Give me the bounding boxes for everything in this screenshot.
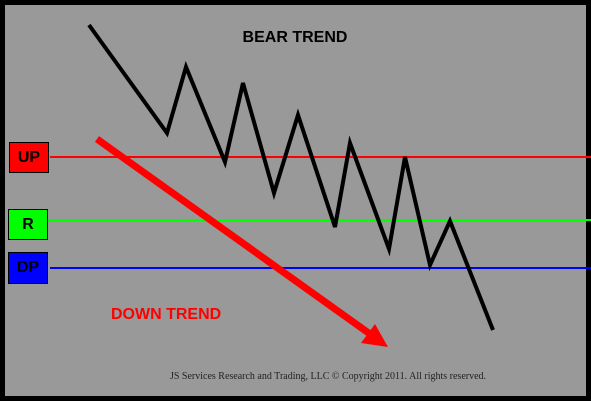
chart-title: BEAR TREND <box>242 29 348 46</box>
r-level-label: R <box>8 209 48 240</box>
gray-panel <box>5 5 586 396</box>
down-trend-arrow-shaft <box>94 136 373 337</box>
up-level-label: UP <box>9 142 49 173</box>
down-trend-label: DOWN TREND <box>111 306 222 323</box>
copyright-notice: JS Services Research and Trading, LLC © … <box>169 371 487 382</box>
dp-level-label: DP <box>8 252 48 284</box>
down-trend-arrow-head <box>361 324 388 347</box>
price-zigzag-line <box>87 23 495 331</box>
